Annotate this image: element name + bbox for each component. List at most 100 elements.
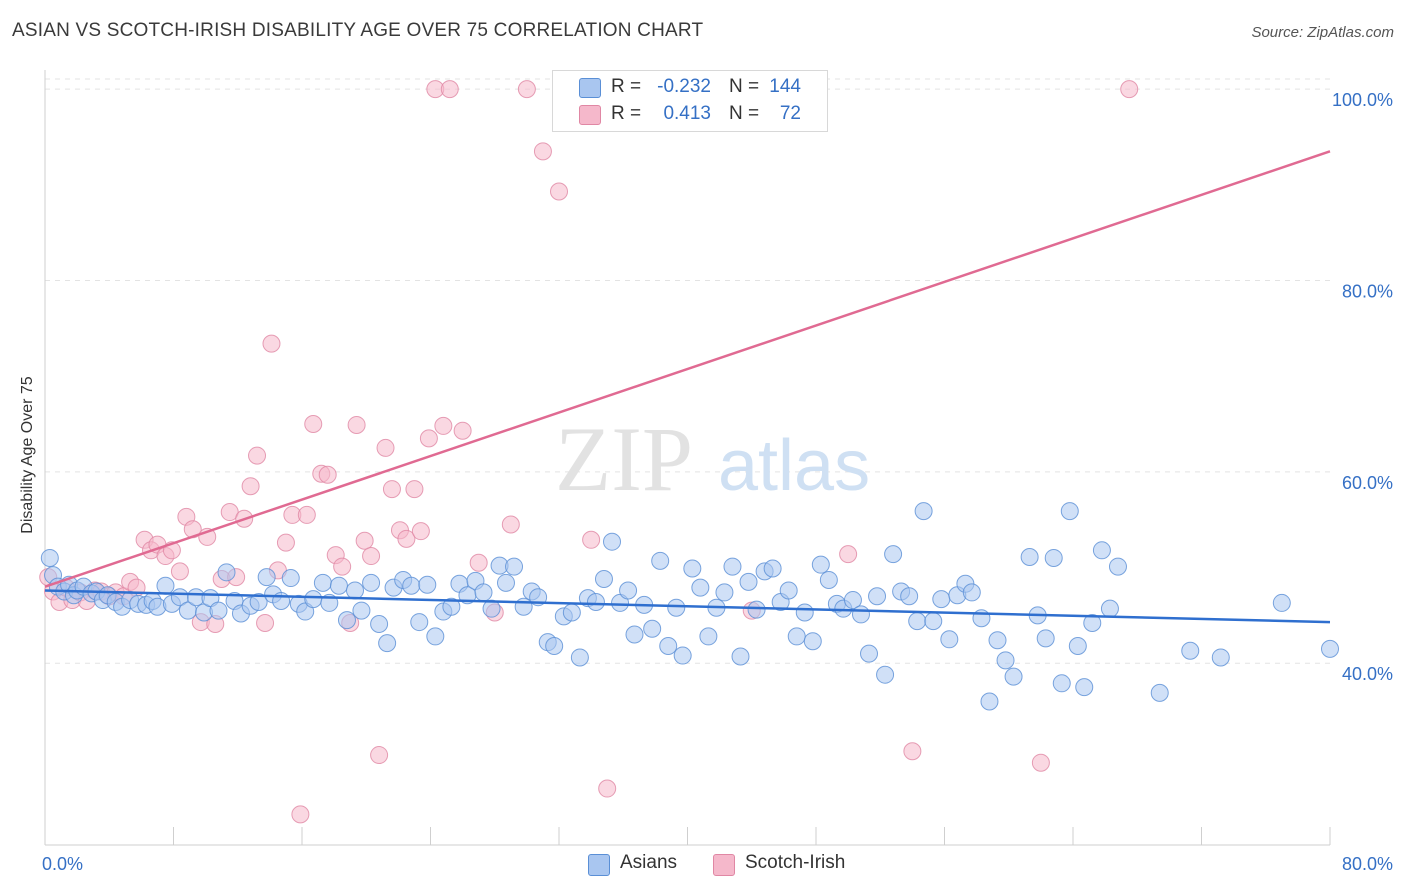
legend-row-asians: R = -0.232 N = 144 (553, 74, 827, 102)
asian-point (811, 555, 830, 574)
asian-point (996, 651, 1015, 670)
legend-r-label: R = (611, 103, 642, 124)
asian-point (980, 692, 999, 711)
bottom-legend-swatch-asians (588, 854, 610, 876)
asian-point (819, 570, 838, 589)
asian-point (924, 612, 943, 631)
asian-point (1108, 557, 1127, 576)
asian-point (1181, 641, 1200, 660)
legend-n-label: N = (729, 76, 760, 97)
scotch-irish-point (318, 465, 337, 484)
asian-point (402, 576, 421, 595)
asian-point (313, 573, 332, 592)
asian-point (667, 598, 686, 617)
y-tick-label: 100.0% (1332, 90, 1393, 110)
scotch-irish-point (304, 415, 323, 434)
watermark: ZIP atlas (555, 408, 870, 510)
scotch-irish-point (533, 142, 552, 161)
asian-point (545, 636, 564, 655)
legend-swatch-scotch-irish (579, 105, 601, 125)
asian-point (496, 573, 515, 592)
asian-point (1272, 593, 1291, 612)
legend-r-value: -0.232 (657, 76, 711, 97)
scotch-irish-point (1120, 80, 1139, 99)
chart-source: Source: ZipAtlas.com (1251, 24, 1394, 41)
asian-point (1068, 636, 1087, 655)
bottom-legend-label-asians: Asians (620, 852, 678, 873)
asian-trend-line (44, 589, 1331, 624)
asian-point (691, 578, 710, 597)
scotch-irish-point (411, 522, 430, 541)
asian-point (217, 563, 236, 582)
asian-point (723, 557, 742, 576)
asian-point (1092, 541, 1111, 560)
bottom-legend-swatch-scotch-irish (713, 854, 735, 876)
asian-point (699, 627, 718, 646)
asian-point (843, 591, 862, 610)
asian-point (651, 551, 670, 570)
asian-point (1100, 599, 1119, 618)
asian-point (787, 627, 806, 646)
scotch-irish-point (262, 334, 281, 353)
legend-r-label: R = (611, 76, 642, 97)
scotch-irish-point (382, 480, 401, 499)
asian-point (418, 575, 437, 594)
asian-point (257, 568, 276, 587)
asian-point (281, 569, 300, 588)
y-axis-label: Disability Age Over 75 (19, 376, 36, 534)
asian-point (747, 600, 766, 619)
asian-point (586, 592, 605, 611)
scotch-irish-point (550, 182, 568, 201)
legend-row-scotch-irish: R = 0.413 N = 72 (553, 101, 827, 129)
asian-point (1044, 548, 1063, 567)
asian-point (209, 601, 228, 620)
asian-point (914, 502, 933, 521)
scotch-irish-point (291, 805, 310, 824)
asian-point (988, 631, 1007, 650)
scotch-irish-point (397, 529, 416, 548)
asian-point (337, 611, 356, 630)
scotch-irish-point (347, 415, 366, 434)
asian-point (851, 605, 870, 624)
scotch-irish-point (362, 547, 381, 566)
asian-point (940, 630, 959, 649)
scotch-irish-point (453, 421, 472, 440)
asian-point (643, 619, 662, 638)
asian-point (1083, 614, 1102, 633)
scotch-irish-point (440, 80, 459, 99)
scotch-irish-point (276, 533, 295, 552)
asian-point (795, 603, 814, 622)
scotch-irish-point (501, 515, 520, 534)
asian-point (1211, 648, 1230, 667)
bottom-legend-label-scotch-irish: Scotch-Irish (745, 852, 846, 873)
asian-point (426, 627, 445, 646)
chart-title: ASIAN VS SCOTCH-IRISH DISABILITY AGE OVE… (12, 20, 704, 41)
y-tick-label: 40.0% (1342, 664, 1393, 684)
scotch-irish-point (355, 531, 374, 550)
x-tick-label: 0.0% (42, 854, 83, 874)
asian-point (868, 587, 887, 606)
asian-point (594, 570, 613, 589)
y-tick-label: 60.0% (1342, 473, 1393, 493)
asian-point (156, 576, 175, 595)
asian-point (352, 601, 371, 620)
asian-point (514, 597, 533, 616)
watermark-atlas: atlas (718, 426, 870, 506)
asian-point (304, 590, 323, 609)
scotch-irish-point (419, 429, 438, 448)
asian-point (442, 597, 461, 616)
scotch-irish-point (517, 80, 536, 99)
asian-point (1150, 683, 1169, 702)
asian-point (932, 590, 951, 609)
asian-point (900, 587, 919, 606)
scotch-irish-point (241, 477, 260, 496)
asian-point (625, 625, 644, 644)
asian-point (1321, 639, 1339, 658)
asian-point (505, 557, 524, 576)
legend-swatch-asians (579, 78, 601, 98)
axes (44, 70, 1331, 846)
scotch-irish-point (469, 553, 488, 572)
scotch-irish-point (839, 545, 858, 564)
legend-n-value: 72 (779, 103, 801, 124)
